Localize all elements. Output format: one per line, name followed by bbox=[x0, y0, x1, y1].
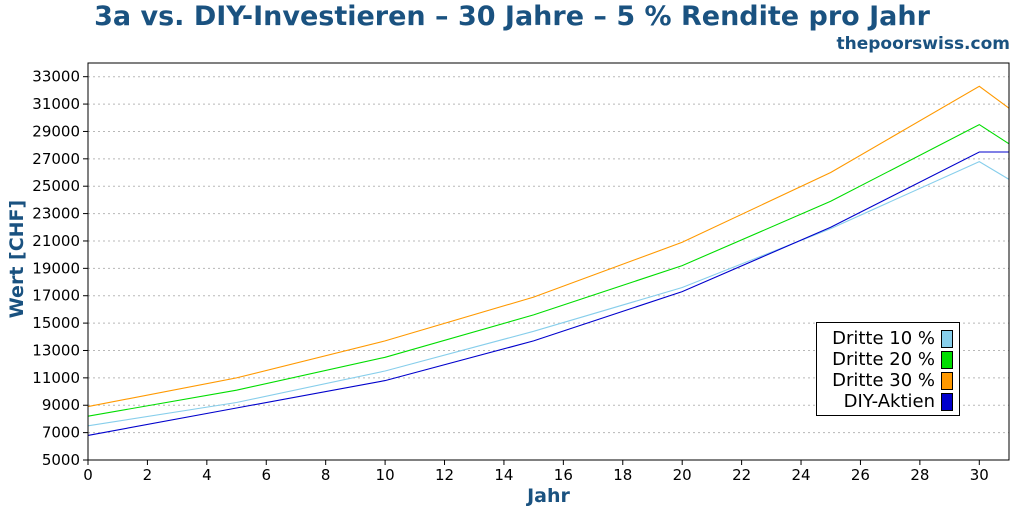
y-tick-label: 25000 bbox=[32, 177, 80, 195]
legend-label: Dritte 20 % bbox=[832, 349, 935, 370]
legend-item: Dritte 30 % bbox=[823, 370, 953, 391]
y-tick-label: 11000 bbox=[32, 369, 80, 387]
legend-label: Dritte 30 % bbox=[832, 370, 935, 391]
y-tick-label: 29000 bbox=[32, 122, 80, 140]
y-tick-label: 31000 bbox=[32, 95, 80, 113]
x-tick-label: 18 bbox=[613, 466, 632, 484]
x-tick-label: 4 bbox=[202, 466, 212, 484]
x-tick-label: 16 bbox=[554, 466, 573, 484]
series-line-1 bbox=[87, 160, 1010, 427]
x-tick-label: 26 bbox=[851, 466, 870, 484]
series-lines bbox=[87, 85, 1010, 436]
legend-label: Dritte 10 % bbox=[832, 328, 935, 349]
y-tick-label: 27000 bbox=[32, 150, 80, 168]
y-tick-label: 23000 bbox=[32, 205, 80, 223]
legend-item: Dritte 10 % bbox=[823, 328, 953, 349]
legend-item: DIY-Aktien bbox=[823, 391, 953, 412]
y-tick-label: 7000 bbox=[42, 424, 80, 442]
y-tick-label: 21000 bbox=[32, 232, 80, 250]
chart-title: 3a vs. DIY-Investieren – 30 Jahre – 5 % … bbox=[94, 1, 930, 32]
plot-frame bbox=[87, 62, 1010, 461]
x-tick-label: 8 bbox=[321, 466, 331, 484]
y-tick-label: 33000 bbox=[32, 68, 80, 86]
legend-item: Dritte 20 % bbox=[823, 349, 953, 370]
legend-swatch bbox=[941, 371, 953, 390]
x-tick-label: 0 bbox=[83, 466, 93, 484]
y-tick-label: 13000 bbox=[32, 341, 80, 359]
x-tick-label: 14 bbox=[494, 466, 513, 484]
legend-swatch bbox=[941, 350, 953, 369]
x-tick-label: 30 bbox=[970, 466, 989, 484]
x-tick-label: 20 bbox=[673, 466, 692, 484]
y-axis-label: Wert [CHF] bbox=[6, 199, 28, 319]
y-tick-label: 9000 bbox=[42, 396, 80, 414]
y-tick-label: 19000 bbox=[32, 259, 80, 277]
x-tick-label: 10 bbox=[376, 466, 395, 484]
legend-swatch bbox=[941, 329, 953, 348]
series-line-4 bbox=[87, 151, 1009, 436]
x-tick-label: 2 bbox=[143, 466, 153, 484]
legend-swatch bbox=[941, 392, 953, 411]
x-tick-label: 24 bbox=[791, 466, 810, 484]
x-tick-label: 12 bbox=[435, 466, 454, 484]
axis-ticks: 5000700090001100013000150001700019000210… bbox=[32, 68, 989, 484]
x-axis-label: Jahr bbox=[527, 485, 570, 507]
chart-subtitle: thepoorswiss.com bbox=[836, 34, 1011, 54]
x-tick-label: 6 bbox=[261, 466, 271, 484]
x-tick-label: 28 bbox=[910, 466, 929, 484]
grid bbox=[88, 76, 1009, 434]
y-tick-label: 17000 bbox=[32, 287, 80, 305]
series-line-2 bbox=[87, 123, 1010, 417]
y-tick-label: 5000 bbox=[42, 451, 80, 469]
y-tick-label: 15000 bbox=[32, 314, 80, 332]
legend-label: DIY-Aktien bbox=[843, 391, 935, 412]
legend: Dritte 10 % Dritte 20 % Dritte 30 % DIY-Akt… bbox=[816, 322, 960, 416]
series-line-3 bbox=[87, 85, 1010, 408]
x-tick-label: 22 bbox=[732, 466, 751, 484]
